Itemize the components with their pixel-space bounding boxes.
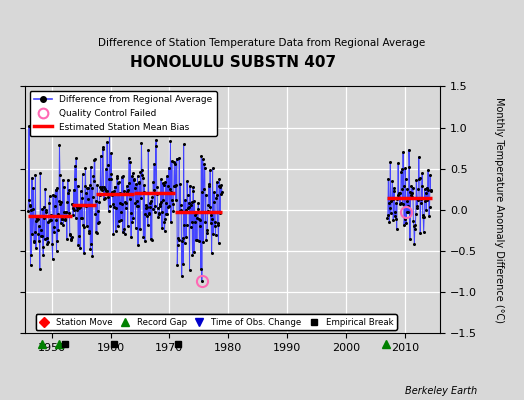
Title: HONOLULU SUBSTN 407: HONOLULU SUBSTN 407: [129, 55, 336, 70]
Legend: Station Move, Record Gap, Time of Obs. Change, Empirical Break: Station Move, Record Gap, Time of Obs. C…: [36, 314, 397, 330]
Text: Difference of Station Temperature Data from Regional Average: Difference of Station Temperature Data f…: [99, 38, 425, 48]
Y-axis label: Monthly Temperature Anomaly Difference (°C): Monthly Temperature Anomaly Difference (…: [494, 97, 504, 323]
Text: Berkeley Earth: Berkeley Earth: [405, 386, 477, 396]
